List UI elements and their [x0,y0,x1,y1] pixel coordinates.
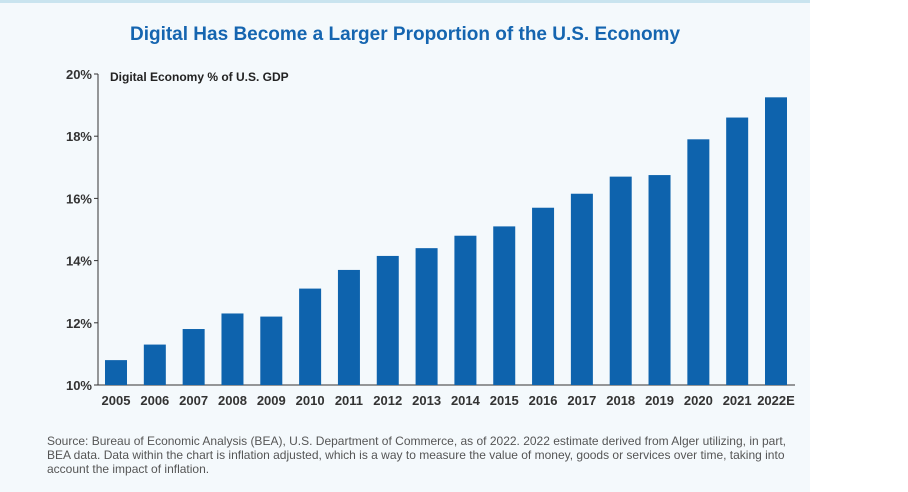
bar-2005 [105,360,127,385]
x-tick-label: 2013 [412,393,441,408]
y-tick-label: 14% [66,254,92,269]
top-divider [0,0,810,3]
bar-2022E [765,97,787,385]
x-tick-label: 2011 [335,393,363,408]
bar-2020 [687,139,710,385]
bar-2016 [532,207,555,385]
source-note: Source: Bureau of Economic Analysis (BEA… [47,434,787,476]
x-tick-label: 2005 [102,393,131,408]
bar-2010 [299,288,322,385]
bar-2007 [182,329,205,385]
x-tick-label: 2021 [723,393,752,408]
x-tick-label: 2020 [684,393,713,408]
y-tick-label: 20% [66,67,92,82]
x-axis: 2005 2006 2007 2008 2009 2010 2011 2012 2013 2014… [102,393,796,408]
x-tick-label: 2017 [567,393,596,408]
x-tick-label: 2022E [757,393,795,408]
chart-panel: Digital Has Become a Larger Proportion o… [0,0,810,492]
bar-2019 [648,175,671,385]
x-tick-label: 2009 [257,393,286,408]
x-tick-label: 2010 [296,393,325,408]
chart-title: Digital Has Become a Larger Proportion o… [129,24,681,45]
x-tick-label: 2018 [606,393,635,408]
bar-2017 [570,193,593,385]
x-tick-label: 2014 [451,393,481,408]
bars-group [105,97,787,385]
bar-2021 [726,117,749,385]
bar-2006 [143,344,166,385]
x-tick-label: 2016 [529,393,558,408]
bar-2008 [221,313,244,385]
y-tick-label: 18% [66,129,92,144]
x-tick-label: 2008 [218,393,247,408]
x-tick-label: 2006 [140,393,169,408]
bar-2014 [454,235,477,385]
x-tick-label: 2007 [179,393,208,408]
bar-2011 [337,269,360,385]
series-label: Digital Economy % of U.S. GDP [110,70,289,84]
bar-2018 [609,176,632,385]
x-tick-label: 2012 [373,393,402,408]
bar-2015 [493,226,516,385]
y-tick-label: 16% [66,191,92,206]
y-tick-label: 12% [66,316,92,331]
bar-2013 [415,248,438,385]
y-tick-label: 10% [66,378,92,393]
x-tick-label: 2019 [645,393,674,408]
x-tick-label: 2015 [490,393,519,408]
bar-chart: 10%12%14%16%18%20% 2005 2006 2007 2008 2009 2… [66,67,796,408]
y-axis: 10% 12% 14% 16% 18% 20% [66,67,98,393]
bar-2009 [260,316,283,385]
bar-2012 [376,255,399,385]
